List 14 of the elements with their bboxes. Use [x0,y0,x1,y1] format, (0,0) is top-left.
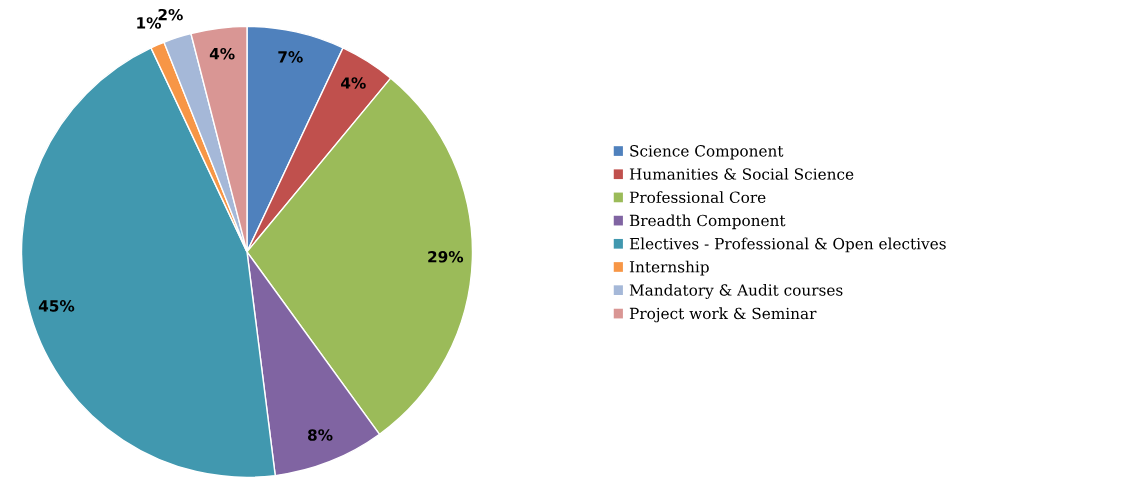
legend-label: Project work & Seminar [629,307,817,323]
data-label: 7% [278,51,303,63]
legend-label: Breadth Component [629,214,786,230]
data-label: 8% [308,429,333,441]
data-label: 4% [341,77,366,89]
data-label: 45% [38,300,75,312]
legend-label: Electives - Professional & Open electives [629,237,946,253]
legend-label: Science Component [630,145,784,160]
legend-label: Mandatory & Audit courses [629,283,843,299]
legend-label: Professional Core [629,191,766,204]
data-label: 4% [209,47,235,60]
legend-label: Humanities & Social Science [629,168,854,180]
legend-label: Internship [629,260,709,276]
data-label: 29% [428,250,464,263]
